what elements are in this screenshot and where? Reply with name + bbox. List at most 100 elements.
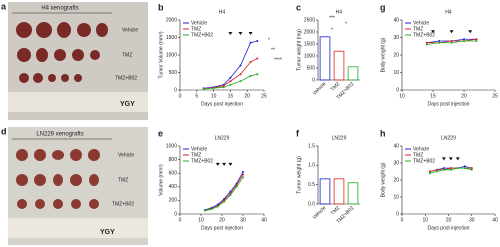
panel-label: g: [380, 2, 386, 12]
x-tick-label: 30: [240, 217, 246, 223]
point: [428, 172, 431, 175]
row-label: TMZ+B02: [115, 75, 137, 81]
point: [470, 168, 473, 171]
bar: [347, 66, 359, 81]
point: [450, 41, 453, 44]
x-tick-label: 10: [399, 93, 405, 99]
x-tick-label: TMZ: [330, 205, 342, 217]
bar: [333, 50, 345, 81]
y-tick-label: 600: [169, 171, 178, 177]
series-line: [205, 174, 244, 211]
chart-title: LN229: [332, 135, 347, 141]
x-tick-label: 5: [195, 93, 198, 99]
y-tick-label: 0: [174, 211, 177, 217]
x-tick-label: 15: [430, 93, 436, 99]
y-tick-label: 1500: [166, 35, 177, 41]
row-label: Vehicle: [118, 152, 134, 158]
point: [463, 40, 465, 42]
point: [438, 41, 441, 44]
chart-title: H4: [219, 9, 226, 15]
chart-title: H4: [336, 9, 343, 15]
dose-arrow: [222, 162, 227, 166]
point: [242, 170, 244, 173]
point: [449, 168, 452, 171]
y-tick-label: 400: [169, 184, 178, 190]
point: [442, 167, 445, 170]
x-tick-label: 10: [422, 217, 428, 223]
row-label: TMZ+B02: [112, 201, 134, 207]
point: [210, 208, 213, 211]
panel-label: d: [1, 126, 7, 136]
point: [242, 173, 244, 176]
y-tick-label: 30: [393, 35, 399, 41]
x-tick-label: 0: [401, 217, 404, 223]
point: [239, 64, 242, 67]
y-axis-label: Tumor Volume (mm³): [158, 31, 164, 78]
y-tick-label: 1000: [304, 53, 315, 59]
panel-label: a: [1, 1, 7, 11]
x-axis-label: Days post injection: [201, 101, 243, 107]
legend-label: TMZ: [191, 26, 201, 32]
point: [239, 73, 242, 76]
y-tick-label: 40: [393, 17, 399, 23]
panel-label: c: [296, 2, 301, 12]
x-axis-label: Days post injection: [428, 225, 470, 231]
legend-label: TMZ+B02: [413, 32, 435, 38]
y-tick-label: 1000: [166, 143, 177, 149]
point: [428, 170, 431, 173]
tumors: [16, 22, 108, 83]
legend-label: TMZ: [191, 152, 201, 158]
row-label: TMZ: [122, 52, 132, 58]
legend-label: Vehicle: [413, 146, 429, 152]
panel-label: b: [158, 2, 164, 12]
y-axis-label: Tumor weight (mg): [296, 29, 302, 71]
photo-title: LN229 xenografts: [36, 132, 83, 138]
legend-label: Vehicle: [191, 20, 207, 26]
point: [204, 209, 207, 212]
y-axis-label: Volume (mm³): [158, 164, 164, 196]
photo-a: a H4 xenografts Vehicle TMZ TMZ+B02 YGY: [1, 1, 148, 120]
panel-label: f: [296, 128, 300, 138]
dose-arrow: [431, 30, 435, 34]
row-label: TMZ: [118, 177, 128, 183]
y-tick-label: 2500: [304, 17, 315, 23]
x-tick-label: 20: [461, 93, 467, 99]
dose-arrow: [449, 30, 454, 34]
y-tick-label: 0: [312, 77, 315, 83]
dose-arrow: [455, 157, 460, 161]
y-tick-label: 20: [393, 52, 399, 58]
photo-title: H4 xenografts: [41, 6, 78, 12]
dose-arrow: [215, 162, 220, 166]
y-tick-label: 800: [169, 157, 178, 163]
dose-arrow: [238, 32, 243, 35]
legend-label: TMZ+B02: [191, 158, 213, 164]
y-tick-label: 0.5: [308, 182, 315, 188]
point: [235, 185, 238, 188]
point: [256, 73, 259, 76]
point: [235, 183, 238, 186]
photo-mark: YGY: [120, 101, 135, 108]
legend-label: TMZ+B02: [413, 158, 435, 164]
x-tick-label: 40: [492, 217, 498, 223]
dose-arrow: [228, 162, 233, 166]
point: [229, 190, 232, 193]
chart-title: LN229: [441, 135, 456, 141]
y-tick-label: 30: [393, 160, 399, 166]
point: [222, 86, 225, 89]
point: [435, 168, 438, 171]
point: [475, 38, 478, 41]
point: [438, 40, 441, 42]
y-tick-label: 1.5: [308, 143, 315, 149]
significance: ***: [329, 15, 335, 21]
point: [216, 205, 219, 208]
y-tick-label: 1.0: [308, 163, 315, 169]
point: [256, 57, 259, 60]
bar: [347, 182, 359, 205]
x-tick-label: 0: [179, 93, 182, 99]
significance: **: [271, 47, 275, 53]
significance: *: [268, 37, 270, 43]
dose-arrow: [468, 30, 473, 34]
photo-mark: YGY: [100, 229, 115, 236]
point: [249, 75, 252, 77]
point: [229, 80, 232, 83]
